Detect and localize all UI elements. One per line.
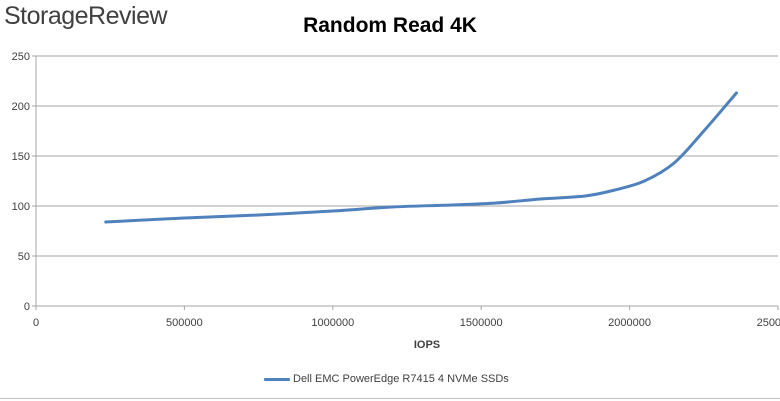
tick-labels: 0 50 100 150 200 250 0 500000 1000000 1500000 2000… xyxy=(12,51,780,329)
legend: Dell EMC PowerEdge R7415 4 NVMe SSDs xyxy=(264,373,509,385)
y-tick-label: 150 xyxy=(12,151,30,163)
x-tick-label: 1000000 xyxy=(311,317,354,329)
y-tick-label: 100 xyxy=(12,201,30,213)
legend-label: Dell EMC PowerEdge R7415 4 NVMe SSDs xyxy=(293,373,509,385)
gridlines xyxy=(36,55,778,257)
x-tick-label: 0 xyxy=(33,317,39,329)
y-tick-label: 50 xyxy=(18,251,30,263)
x-tick-label: 1500000 xyxy=(460,317,503,329)
series-layer xyxy=(104,91,738,224)
chart-title: Random Read 4K xyxy=(303,14,477,37)
series-line xyxy=(104,91,738,224)
y-tick-label: 250 xyxy=(12,51,30,63)
y-tick-label: 0 xyxy=(24,301,30,313)
x-axis-title: IOPS xyxy=(414,339,440,351)
x-tick-label: 2000000 xyxy=(608,317,651,329)
axes xyxy=(32,55,779,310)
x-tick-label: 500000 xyxy=(166,317,203,329)
legend-swatch xyxy=(264,377,290,381)
storagereview-logo: StorageReview xyxy=(4,2,168,30)
y-tick-label: 200 xyxy=(12,101,30,113)
x-tick-label: 2500000 xyxy=(757,317,780,329)
bottom-divider xyxy=(0,398,780,399)
